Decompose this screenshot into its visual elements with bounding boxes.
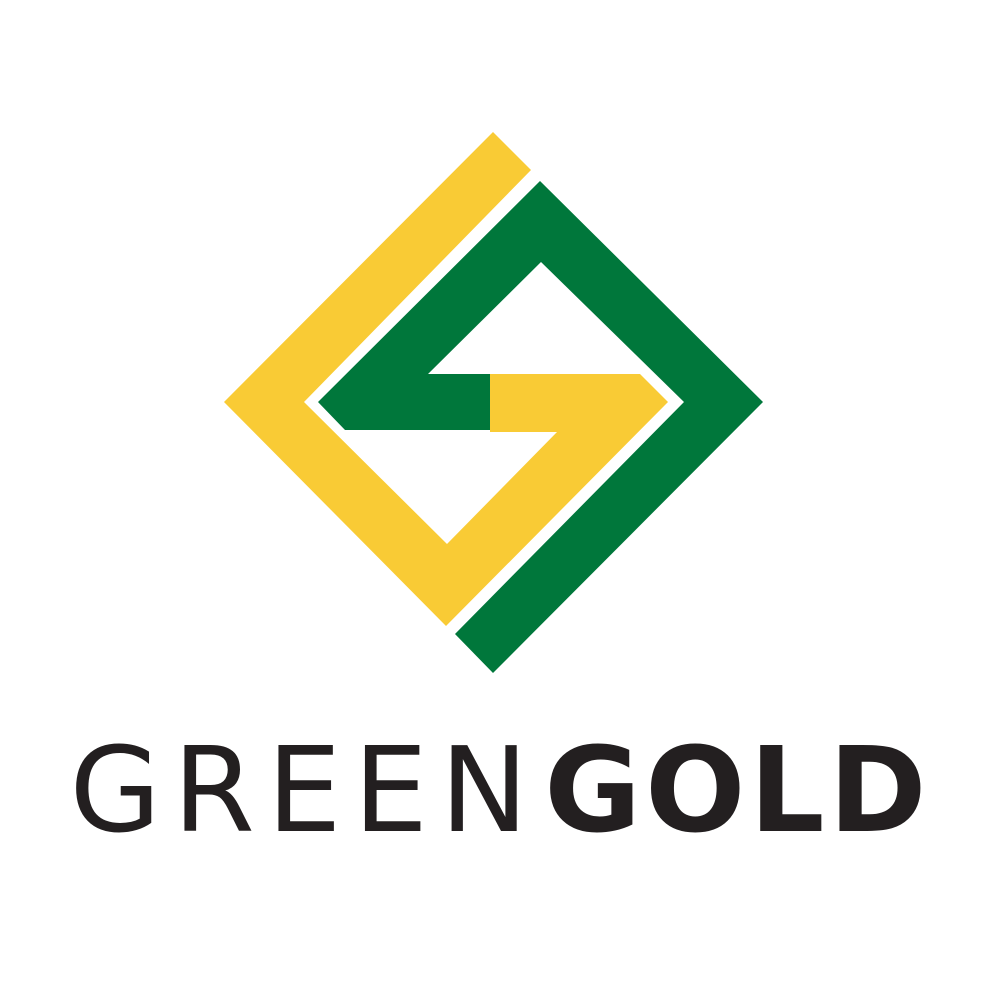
logo-mark <box>224 132 763 673</box>
gold-bracket-shape <box>224 132 668 626</box>
brand-name-gold: GOLD <box>544 721 931 859</box>
brand-wordmark: GREEN GOLD <box>30 725 970 855</box>
brand-name-green: GREEN <box>69 721 541 859</box>
green-bracket-shape <box>318 181 763 673</box>
